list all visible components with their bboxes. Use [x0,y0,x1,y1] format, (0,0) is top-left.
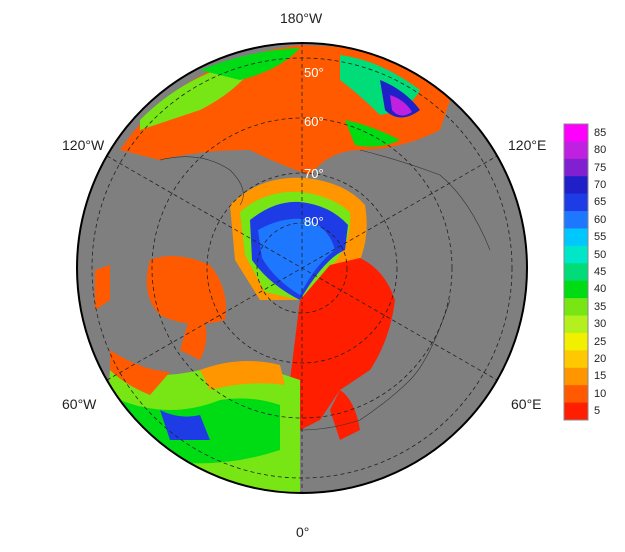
colorbar-tick-label: 35 [594,300,607,313]
map-boundary [76,42,528,494]
colorbar-tick-label: 85 [594,126,607,139]
lon-label-60e: 60°E [511,396,542,412]
colorbar-swatch [564,350,588,369]
colorbar-swatch [564,176,588,195]
colorbar-tick-label: 40 [594,283,607,296]
lon-label-180w: 180°W [280,10,323,26]
colorbar-tick-label: 30 [594,318,607,331]
colorbar-tick-label: 65 [594,196,607,209]
colorbar-frame [563,123,589,421]
colorbar-swatch [564,193,588,212]
lat-label-80: 80° [304,214,324,229]
colorbar-tick-label: 10 [594,387,607,400]
colorbar-tick-label: 55 [594,231,607,244]
colorbar-swatch [564,298,588,317]
colorbar-swatch [564,280,588,299]
colorbar [563,123,589,421]
colorbar-tick-label: 20 [594,353,607,366]
colorbar-swatch [564,158,588,177]
colorbar-tick-label: 25 [594,335,607,348]
colorbar-swatch [564,385,588,404]
colorbar-tick-label: 60 [594,213,607,226]
colorbar-swatch [564,228,588,247]
colorbar-swatch [564,211,588,229]
lon-label-120w: 120°W [62,137,105,153]
colorbar-tick-label: 5 [594,405,601,418]
colorbar-swatch [564,141,588,160]
colorbar-tick-label: 80 [594,144,607,157]
colorbar-tick-label: 15 [594,370,607,383]
colorbar-swatch [564,263,588,282]
colorbar-tick-label: 75 [594,161,607,174]
land-outlines [159,149,491,431]
graticule [91,43,513,493]
colorbar-tick-label: 70 [594,178,607,191]
colorbar-swatch [564,124,588,142]
colorbar-swatch [564,402,588,421]
lon-label-120e: 120°E [508,137,547,153]
colorbar-tick-label: 45 [594,266,607,278]
ocean-data-layer [95,45,450,493]
colorbar-swatch [564,315,588,334]
lon-label-60w: 60°W [62,396,97,412]
lat-label-70: 70° [304,166,324,181]
colorbar-tick-label: 50 [594,248,607,261]
lon-label-0: 0° [296,524,310,540]
colorbar-swatch [564,332,588,351]
colorbar-swatch [564,245,588,264]
lat-label-50: 50° [304,65,324,80]
lat-label-60: 60° [304,114,324,129]
colorbar-swatch [564,367,588,386]
